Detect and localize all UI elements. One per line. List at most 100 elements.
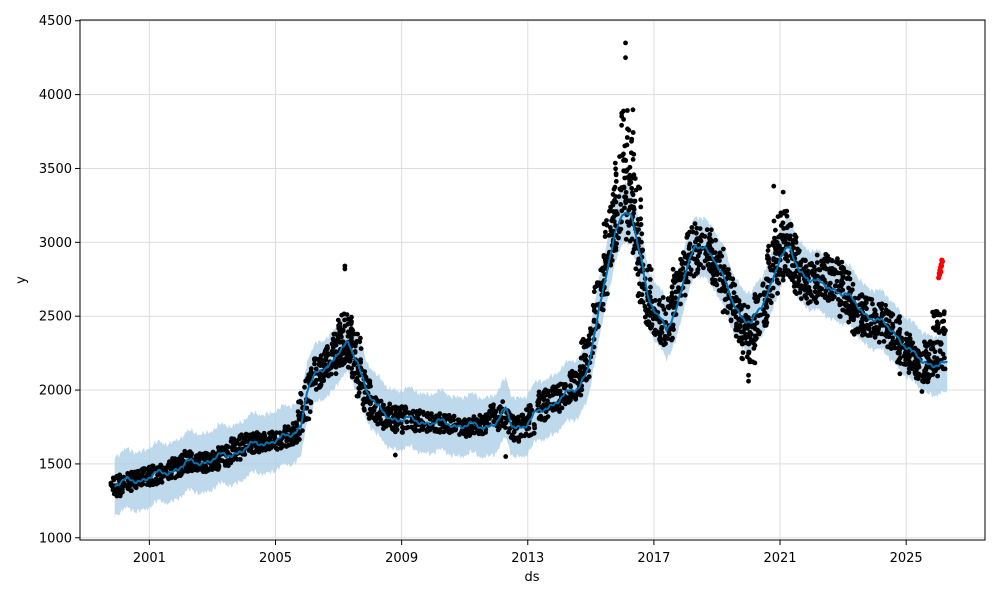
- observed-point: [697, 261, 703, 267]
- observed-point: [296, 399, 301, 405]
- observed-point: [868, 321, 874, 327]
- recent-points: [936, 257, 946, 281]
- observed-point: [428, 414, 434, 420]
- observed-point: [872, 334, 878, 340]
- observed-point: [536, 389, 542, 395]
- observed-point: [483, 430, 488, 435]
- observed-point: [942, 355, 947, 361]
- observed-point: [739, 341, 745, 347]
- observed-point: [388, 409, 394, 414]
- observed-point: [209, 463, 215, 468]
- observed-point: [503, 425, 508, 430]
- observed-point: [193, 463, 199, 469]
- observed-point: [568, 374, 573, 380]
- observed-point: [552, 385, 558, 391]
- observed-point: [794, 291, 799, 296]
- observed-point: [115, 473, 121, 479]
- observed-point: [432, 428, 438, 434]
- observed-point: [625, 108, 630, 113]
- observed-point: [660, 295, 666, 300]
- observed-point: [307, 409, 313, 415]
- observed-point: [456, 417, 462, 423]
- observed-point: [630, 192, 636, 198]
- observed-point: [939, 364, 945, 370]
- observed-point: [785, 234, 791, 240]
- observed-point: [663, 311, 669, 317]
- observed-point: [752, 295, 757, 301]
- observed-point: [446, 429, 451, 435]
- observed-point: [647, 289, 653, 295]
- observed-point: [844, 269, 850, 275]
- observed-point: [618, 202, 624, 207]
- observed-point: [619, 113, 625, 119]
- observed-point: [409, 424, 414, 430]
- observed-outlier: [780, 189, 786, 195]
- observed-point: [626, 127, 632, 133]
- observed-point: [870, 301, 875, 307]
- observed-point: [629, 138, 634, 144]
- observed-point: [117, 485, 123, 490]
- observed-point: [591, 308, 597, 313]
- plot-frame: [79, 19, 986, 541]
- observed-point: [208, 454, 214, 460]
- observed-point: [340, 339, 346, 345]
- observed-point: [886, 318, 892, 324]
- observed-point: [507, 426, 513, 432]
- observed-point: [632, 199, 637, 204]
- observed-point: [932, 349, 938, 355]
- observed-point: [489, 413, 495, 419]
- observed-point: [730, 311, 736, 316]
- observed-point: [778, 210, 784, 216]
- observed-point: [774, 243, 780, 249]
- observed-point: [510, 414, 516, 419]
- observed-point: [896, 357, 902, 363]
- observed-point: [325, 352, 330, 358]
- observed-point: [897, 320, 903, 325]
- observed-point: [861, 329, 867, 335]
- observed-point: [875, 331, 881, 336]
- observed-point: [457, 432, 462, 437]
- observed-point: [493, 409, 499, 415]
- observed-point: [308, 366, 314, 372]
- observed-point: [570, 371, 576, 377]
- observed-point: [321, 378, 326, 384]
- observed-point: [810, 272, 816, 278]
- observed-point: [500, 399, 506, 405]
- observed-point: [413, 428, 419, 434]
- observed-point: [624, 167, 630, 173]
- observed-point: [812, 289, 818, 295]
- observed-point: [247, 446, 253, 452]
- observed-point: [638, 197, 644, 203]
- observed-point: [366, 416, 372, 421]
- observed-point: [890, 321, 895, 327]
- observed-point: [638, 222, 644, 227]
- observed-point: [733, 333, 739, 339]
- observed-point: [934, 319, 940, 325]
- observed-point: [752, 292, 758, 297]
- observed-points: [108, 40, 948, 499]
- observed-outlier: [897, 371, 903, 377]
- observed-point: [810, 268, 816, 274]
- observed-point: [693, 230, 699, 236]
- observed-point: [699, 232, 705, 238]
- observed-point: [657, 332, 663, 338]
- observed-point: [630, 130, 636, 135]
- observed-point: [393, 411, 399, 417]
- observed-point: [776, 272, 782, 277]
- observed-point: [762, 310, 768, 316]
- observed-point: [858, 319, 864, 325]
- observed-point: [830, 296, 835, 302]
- observed-outlier: [392, 452, 398, 458]
- observed-point: [400, 413, 406, 419]
- observed-point: [523, 431, 529, 437]
- observed-point: [773, 259, 779, 265]
- observed-point: [630, 107, 636, 113]
- observed-point: [460, 419, 466, 424]
- observed-point: [662, 337, 667, 342]
- observed-point: [575, 390, 581, 396]
- observed-point: [400, 430, 405, 435]
- observed-point: [648, 284, 653, 290]
- observed-point: [785, 258, 791, 264]
- observed-point: [563, 383, 569, 389]
- observed-point: [802, 287, 808, 293]
